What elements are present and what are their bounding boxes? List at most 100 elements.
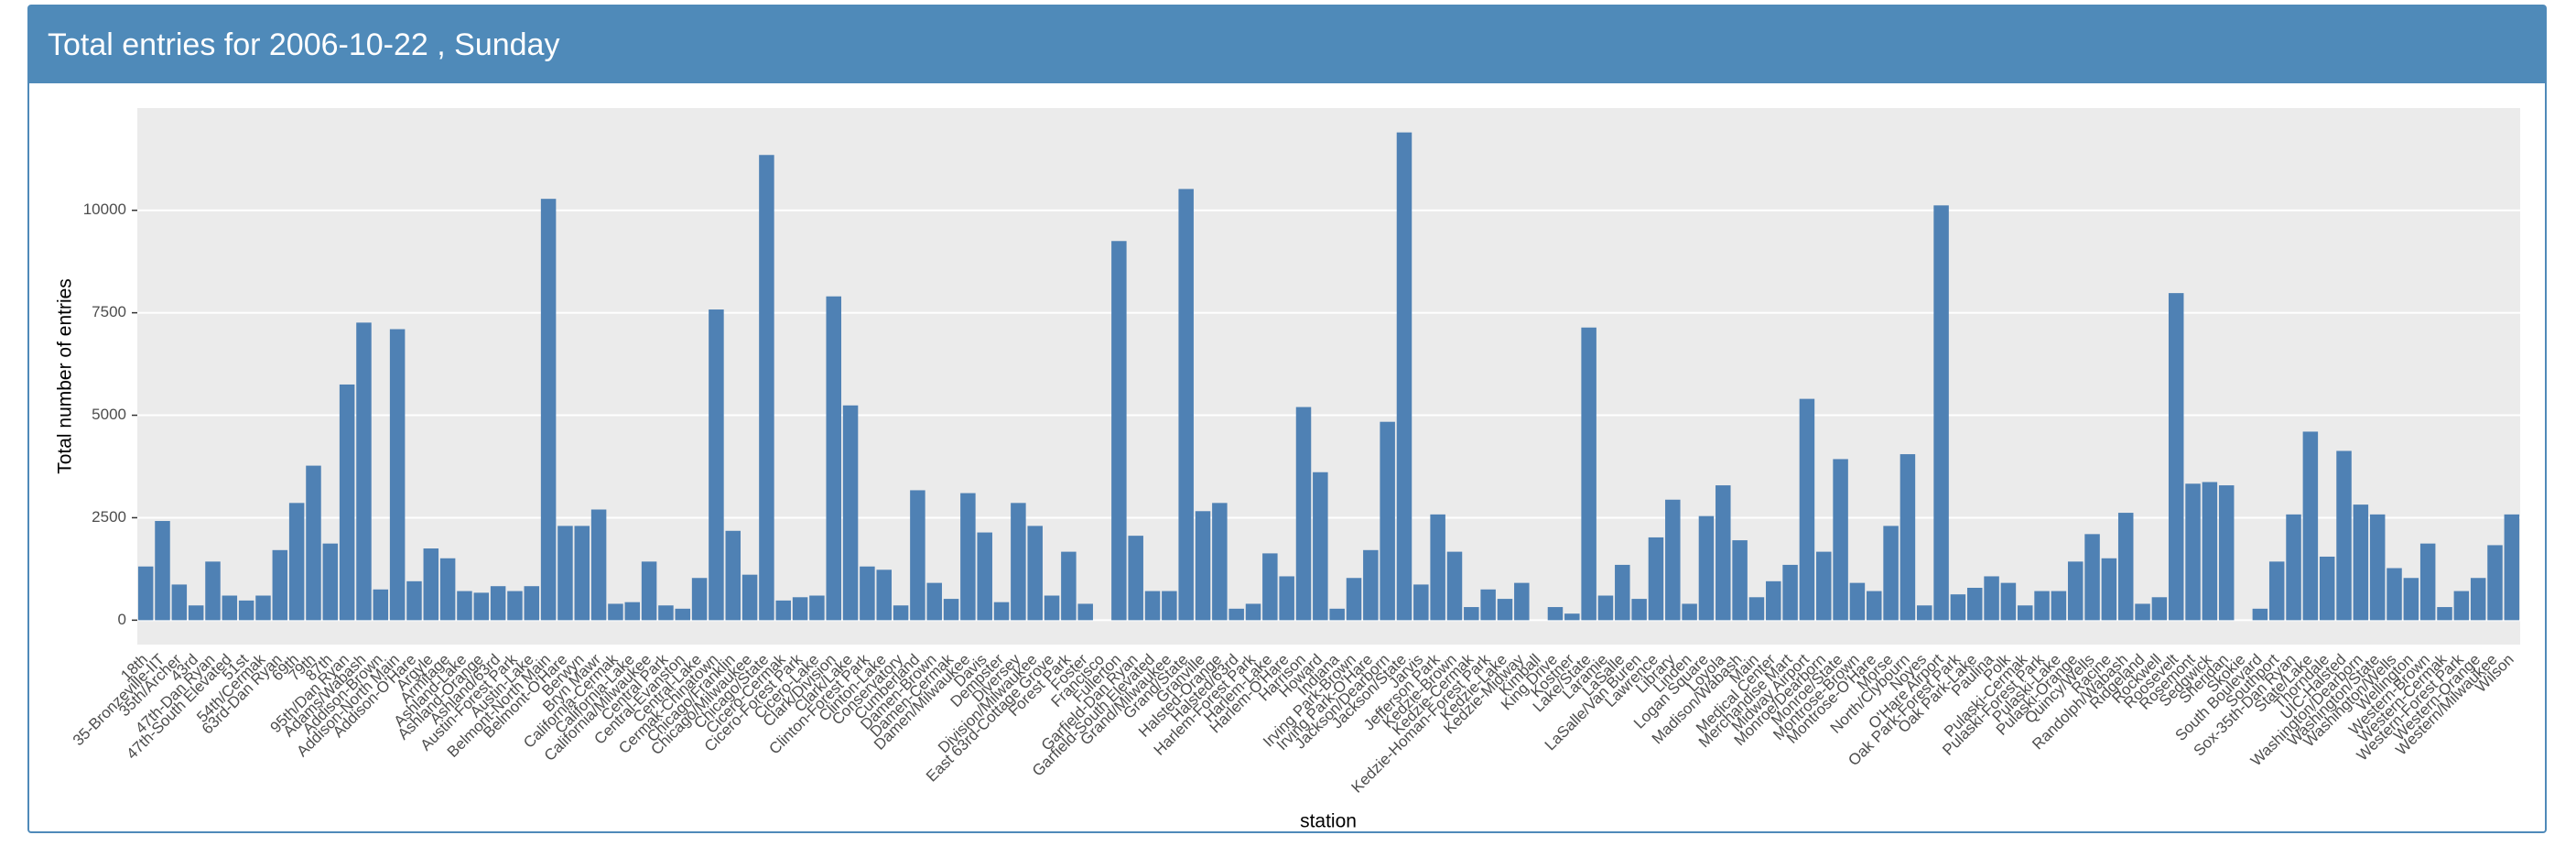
bar <box>272 549 288 621</box>
bar <box>1446 551 1463 621</box>
y-tick-label: 2500 <box>92 508 126 526</box>
bar <box>860 566 875 621</box>
bar <box>255 595 271 621</box>
bar <box>288 503 305 621</box>
bar <box>1615 564 1630 621</box>
bar <box>725 530 741 621</box>
bar <box>2286 514 2301 621</box>
bar <box>1867 591 1882 621</box>
bar <box>473 592 490 621</box>
bar <box>373 589 389 621</box>
bar <box>524 586 540 621</box>
bar <box>792 597 808 621</box>
bar <box>1514 582 1530 621</box>
bar <box>406 580 422 621</box>
bar <box>1380 421 1395 621</box>
bar <box>2101 558 2117 621</box>
bar <box>1027 526 1043 621</box>
bar <box>1900 454 1916 621</box>
bar <box>2252 608 2268 621</box>
bar <box>439 558 456 621</box>
bar <box>188 605 204 621</box>
plot-panel <box>137 108 2520 645</box>
bar <box>557 526 573 621</box>
bar <box>675 608 691 621</box>
bar <box>926 582 942 621</box>
bar <box>2403 578 2419 621</box>
bar <box>507 591 523 621</box>
bar <box>641 561 657 621</box>
x-axis-label: station <box>1300 811 1357 832</box>
bar <box>1849 582 1866 621</box>
bar <box>775 600 791 621</box>
bar <box>1984 576 1999 621</box>
bar <box>876 569 892 621</box>
bar <box>1917 605 1932 621</box>
bar <box>2470 578 2486 621</box>
bar <box>2051 591 2067 621</box>
bar <box>1228 608 1244 621</box>
bar <box>1430 514 1445 621</box>
bar <box>490 586 506 621</box>
bar <box>2151 597 2168 621</box>
bar <box>339 384 355 621</box>
bar <box>608 603 623 621</box>
bar <box>1313 472 1328 621</box>
bar <box>2067 561 2084 621</box>
bar <box>1816 551 1832 621</box>
bar <box>1212 503 1228 621</box>
bar <box>1128 536 1143 621</box>
bar <box>960 493 976 621</box>
bar <box>1061 551 1077 621</box>
y-tick-label: 0 <box>118 611 126 628</box>
bar <box>1178 189 1194 621</box>
bar <box>1346 578 1362 621</box>
bar <box>1581 327 1596 621</box>
bar <box>1497 599 1513 621</box>
bar <box>1279 576 1294 621</box>
bar <box>2135 603 2150 621</box>
bar <box>2168 293 2184 621</box>
bar <box>1245 603 1261 621</box>
bar <box>137 566 154 621</box>
bar <box>1262 553 1278 621</box>
bar <box>1044 595 1060 621</box>
bar <box>2353 504 2369 621</box>
bar <box>1716 485 1731 621</box>
bar <box>1363 549 1379 621</box>
bar <box>910 490 925 621</box>
bar <box>2084 534 2100 621</box>
bar <box>1195 511 1211 621</box>
bar <box>1950 594 1966 621</box>
panel-card: Total entries for 2006-10-22 , Sunday <box>27 5 2547 833</box>
bar <box>356 322 372 621</box>
bar <box>709 309 724 621</box>
bar <box>1547 607 1564 621</box>
bar <box>322 543 339 621</box>
bar <box>2268 561 2285 621</box>
bar <box>1597 595 1614 621</box>
bar <box>1077 603 1093 621</box>
bar <box>1631 599 1647 621</box>
bar <box>574 526 590 621</box>
bar <box>826 296 841 621</box>
bar <box>1464 607 1479 621</box>
bar <box>205 561 221 621</box>
bar <box>1782 564 1798 621</box>
bar <box>1396 132 1412 621</box>
bar <box>2319 556 2335 621</box>
bar <box>590 509 607 621</box>
bar <box>222 595 238 621</box>
chart-title: Total entries for 2006-10-22 , Sunday <box>29 6 2545 83</box>
bar <box>2437 607 2452 621</box>
bar <box>2504 514 2520 621</box>
bar <box>2387 568 2402 621</box>
bar <box>741 574 758 621</box>
bar <box>1799 398 1815 621</box>
bar <box>2336 450 2352 621</box>
bar <box>2202 482 2218 621</box>
y-tick-label: 10000 <box>83 201 126 218</box>
bar <box>1665 499 1681 621</box>
